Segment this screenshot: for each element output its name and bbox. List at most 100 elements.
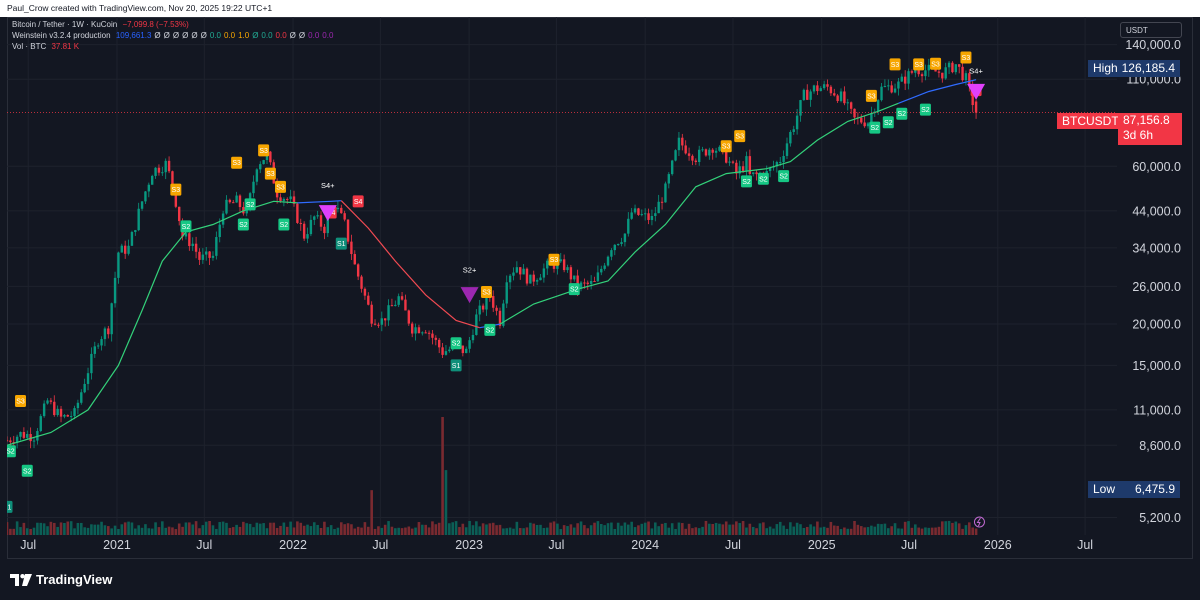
volume-bar — [620, 525, 623, 535]
candle-body — [475, 314, 478, 335]
candle-body — [951, 62, 954, 73]
candle-body — [76, 402, 80, 409]
stage-marker-text: S2 — [182, 224, 191, 231]
volume-bar — [593, 522, 596, 535]
volume-bar — [947, 520, 951, 535]
volume-bar — [961, 528, 964, 535]
event-icon-bolt — [976, 517, 981, 527]
volume-bar — [701, 526, 704, 535]
low-label: Low — [1093, 482, 1116, 496]
volume-bar — [957, 523, 961, 535]
stage-marker-box — [278, 218, 290, 231]
stage-marker-text: S2 — [246, 202, 255, 209]
high-badge: High 126,185.4 — [1088, 60, 1180, 77]
volume-bar — [974, 528, 978, 535]
legend-volume-label[interactable]: Vol · BTC — [12, 42, 47, 51]
volume-bar — [471, 525, 475, 535]
candle-body — [383, 318, 387, 321]
candle-body — [573, 275, 576, 280]
stage-marker-box — [896, 107, 908, 120]
low-badge: Low 6,475.9 — [1088, 481, 1180, 498]
stage-marker-text: S2 — [898, 111, 907, 118]
volume-bar — [822, 526, 826, 535]
volume-bar — [951, 522, 954, 535]
volume-bar — [900, 528, 904, 535]
volume-bar — [12, 528, 16, 535]
candle-body — [944, 67, 947, 79]
candle-body — [346, 219, 350, 242]
indicator-value-8: 0.0 — [223, 31, 236, 40]
candle-body — [701, 149, 704, 151]
volume-bar — [478, 526, 482, 535]
candle-body — [708, 149, 711, 156]
volume-bar — [532, 523, 536, 535]
candle-body — [600, 268, 603, 273]
volume-bar — [694, 527, 698, 535]
candle-body — [215, 237, 218, 256]
volume-bar — [954, 521, 958, 535]
stage-marker-text: S2 — [452, 341, 461, 348]
candle-body — [920, 74, 924, 77]
volume-bar — [897, 528, 900, 535]
volume-bar — [444, 470, 448, 535]
candle-body — [444, 351, 448, 355]
stage-marker-box — [568, 283, 580, 296]
tradingview-logo-icon — [10, 573, 32, 586]
stage-marker-s2: S2 — [21, 464, 33, 477]
volume-bar — [468, 520, 471, 535]
volume-bar — [579, 521, 583, 535]
volume-bar — [421, 524, 424, 535]
volume-bar — [714, 522, 718, 535]
volume-bar — [866, 527, 870, 535]
volume-bar — [434, 524, 438, 535]
x-tick-label: 2021 — [103, 538, 131, 552]
candle-body — [529, 274, 532, 284]
price-chart[interactable]: S1S2S2S3S3S2S3S2S2S3S3S3S2S4S1S4S1S2S3S2… — [7, 17, 1193, 559]
candle-body — [262, 160, 265, 165]
volume-bar — [549, 522, 552, 535]
candle-body — [640, 214, 643, 216]
volume-bar — [772, 528, 775, 535]
candle-body — [448, 349, 451, 352]
legend-symbol[interactable]: Bitcoin / Tether · 1W · KuCoin — [12, 20, 118, 29]
candle-body — [694, 160, 698, 163]
volume-bar — [204, 521, 208, 535]
currency-selector[interactable]: USDT — [1120, 22, 1182, 38]
volume-bar — [718, 523, 721, 535]
volume-bar — [789, 522, 792, 535]
candle-body — [603, 265, 606, 269]
candle-body — [954, 64, 958, 73]
candle-body — [735, 162, 738, 174]
candle-body — [367, 295, 370, 305]
candle-body — [883, 86, 887, 88]
volume-bar — [826, 527, 829, 535]
legend-indicator-name[interactable]: Weinstein v3.2.4 production — [12, 31, 111, 40]
tradingview-logo[interactable]: TradingView — [10, 572, 112, 587]
candle-body — [633, 208, 637, 213]
candle-body — [627, 218, 630, 234]
candle-body — [853, 108, 856, 118]
stage-marker-text: S3 — [276, 184, 285, 191]
candle-body — [201, 254, 205, 260]
candle-body — [495, 307, 498, 311]
candle-body — [434, 337, 438, 340]
volume-bar — [934, 527, 937, 535]
volume-bar — [735, 521, 738, 535]
stage-marker-s2: S2 — [7, 445, 16, 458]
volume-bar — [603, 525, 606, 535]
candle-body — [947, 62, 951, 68]
candle-body — [893, 88, 897, 93]
stage-marker-s3: S3 — [264, 167, 276, 180]
volume-bar — [312, 522, 316, 535]
candle-body — [296, 203, 299, 223]
candle-body — [157, 167, 161, 173]
volume-bar — [502, 528, 505, 535]
volume-bar — [39, 522, 43, 535]
volume-bar — [785, 528, 789, 535]
volume-bar — [498, 524, 502, 535]
candle-body — [26, 434, 29, 438]
volume-bar — [920, 528, 924, 535]
volume-bar — [282, 522, 286, 535]
volume-bar — [258, 523, 262, 535]
candle-body — [616, 244, 620, 246]
